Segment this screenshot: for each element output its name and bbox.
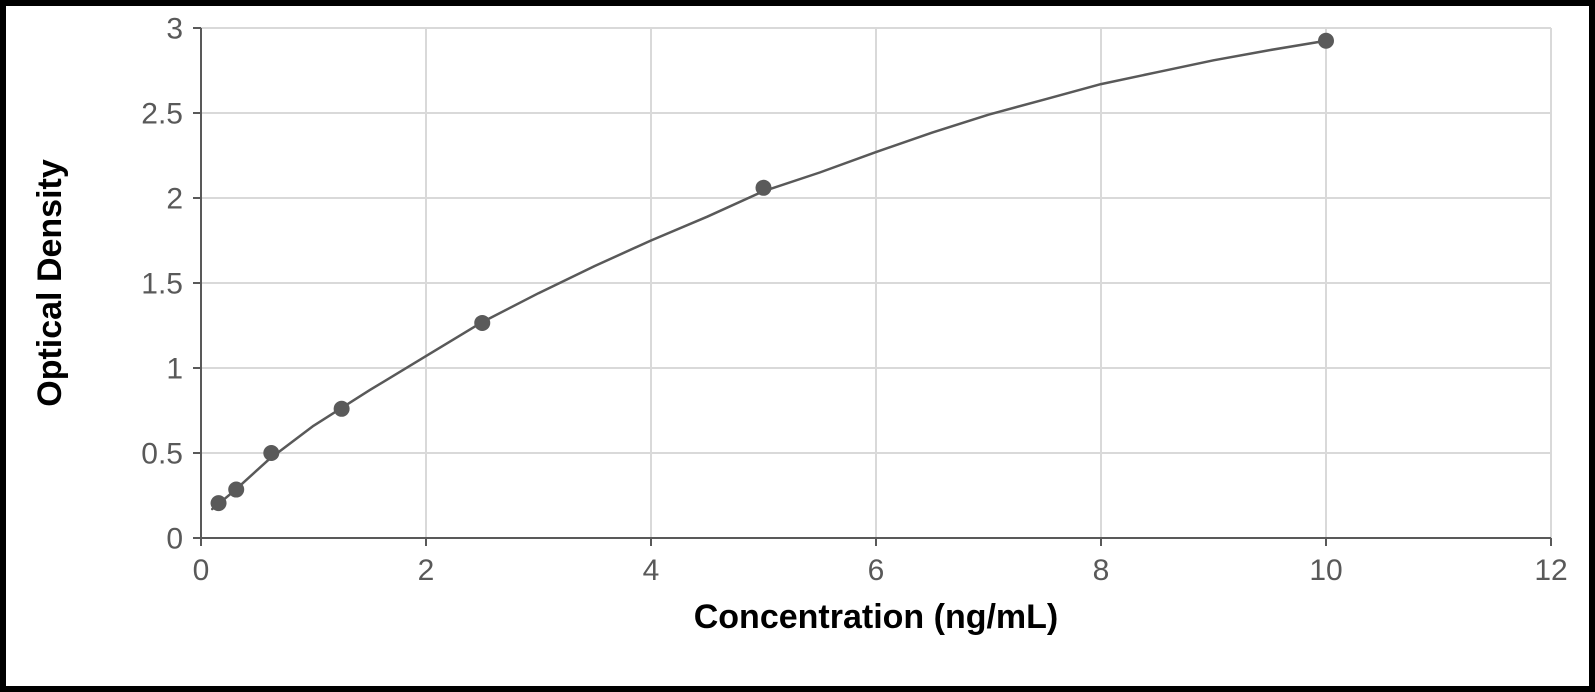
- y-tick-label: 0.5: [141, 438, 183, 471]
- x-tick-label: 2: [418, 554, 435, 587]
- data-point: [263, 445, 279, 461]
- y-tick-label: 1: [166, 353, 183, 386]
- data-point: [756, 180, 772, 196]
- data-point: [211, 495, 227, 511]
- data-point: [474, 315, 490, 331]
- x-tick-label: 8: [1093, 554, 1110, 587]
- x-tick-label: 4: [643, 554, 660, 587]
- x-tick-label: 12: [1534, 554, 1567, 587]
- y-tick-label: 2: [166, 183, 183, 216]
- data-point: [228, 482, 244, 498]
- y-tick-label: 1.5: [141, 268, 183, 301]
- y-tick-label: 0: [166, 523, 183, 556]
- chart-canvas: 0 2 4 6 8 10 12 0 0.5 1 1.5 2 2.5 3 Concentration (ng/…: [6, 6, 1589, 686]
- x-tick-label: 0: [193, 554, 210, 587]
- chart-frame: 0 2 4 6 8 10 12 0 0.5 1 1.5 2 2.5 3 Concentration (ng/…: [0, 0, 1595, 692]
- y-tick-label: 2.5: [141, 98, 183, 131]
- x-tick-label: 6: [868, 554, 885, 587]
- data-point: [1318, 33, 1334, 49]
- y-axis-label: Optical Density: [31, 159, 69, 407]
- data-point: [334, 401, 350, 417]
- x-tick-label: 10: [1309, 554, 1342, 587]
- x-axis-label: Concentration (ng/mL): [694, 598, 1059, 636]
- y-tick-label: 3: [166, 13, 183, 46]
